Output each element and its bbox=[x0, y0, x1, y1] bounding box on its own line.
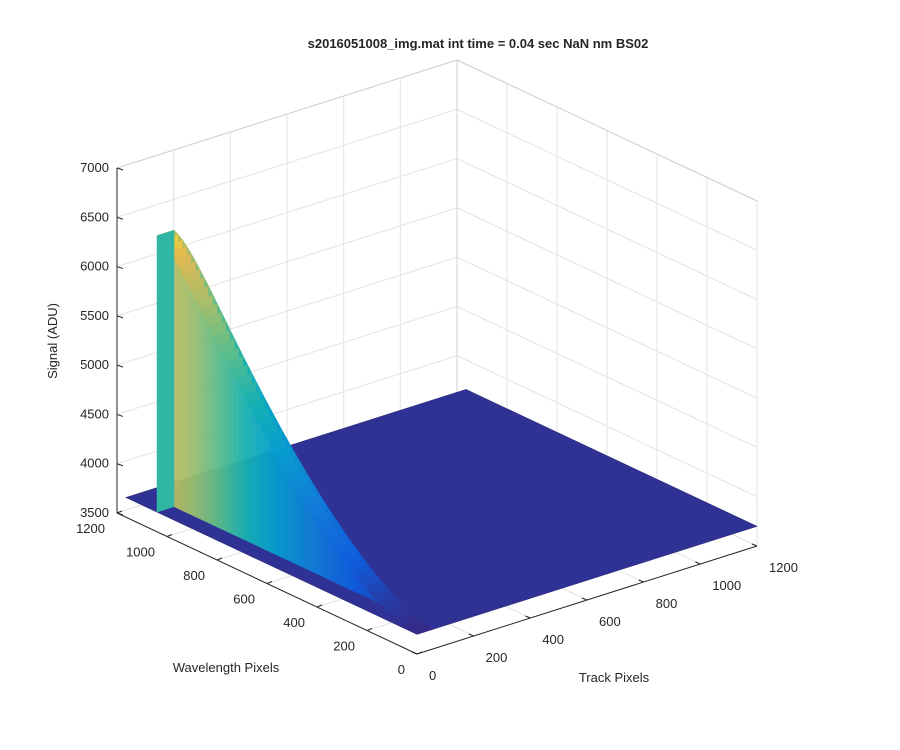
grid-line-rightwall-z-2 bbox=[456, 305, 758, 448]
x-tick-mark-2 bbox=[525, 615, 531, 619]
axes-box bbox=[116, 59, 758, 405]
x-tick-mark-5 bbox=[695, 561, 701, 565]
x-tick-mark-4 bbox=[638, 579, 644, 583]
surface-ridge-side-58 bbox=[178, 233, 183, 512]
surface bbox=[125, 229, 758, 635]
y-tick-mark-5 bbox=[166, 534, 173, 537]
grid-line-rightwall-z-4 bbox=[456, 207, 758, 350]
chart-title: s2016051008_img.mat int time = 0.04 sec … bbox=[308, 36, 649, 51]
grid-line-rightwall-z-6 bbox=[456, 108, 758, 251]
z-tick-mark-6 bbox=[116, 216, 124, 220]
x-tick-label-1: 200 bbox=[486, 650, 508, 665]
z-tick-mark-1 bbox=[116, 463, 124, 467]
z-tick-label-6: 6500 bbox=[80, 209, 109, 224]
surface-ridge-side-0 bbox=[429, 625, 435, 630]
grid-line-rightwall-z-1 bbox=[456, 355, 758, 498]
x-tick-mark-1 bbox=[468, 633, 474, 637]
z-tick-label-0: 3500 bbox=[80, 505, 109, 520]
y-tick-mark-6 bbox=[116, 510, 123, 514]
z-tick-label-3: 5000 bbox=[80, 357, 109, 372]
surface-ridge-endwall bbox=[156, 229, 175, 513]
x-tick-label-0: 0 bbox=[429, 668, 436, 683]
grid-line-leftwall-z-6 bbox=[116, 108, 458, 218]
x-tick-label-2: 400 bbox=[542, 632, 564, 647]
x-tick-mark-3 bbox=[581, 597, 588, 601]
x-tick-label-4: 800 bbox=[656, 596, 678, 611]
x-tick-label-6: 1200 bbox=[769, 560, 798, 575]
y-tick-label-0: 0 bbox=[398, 662, 405, 677]
y-axis-label: Wavelength Pixels bbox=[173, 660, 280, 675]
x-tick-mark-6 bbox=[751, 543, 758, 547]
z-tick-mark-2 bbox=[116, 413, 124, 417]
z-tick-label-2: 4500 bbox=[80, 406, 109, 421]
y-tick-mark-2 bbox=[316, 604, 323, 608]
grid-line-rightwall-z-5 bbox=[456, 158, 758, 301]
y-tick-mark-4 bbox=[216, 557, 223, 561]
z-tick-mark-4 bbox=[116, 315, 124, 319]
z-tick-mark-5 bbox=[116, 266, 124, 270]
y-tick-label-4: 800 bbox=[183, 568, 205, 583]
z-tick-label-5: 6000 bbox=[80, 259, 109, 274]
y-tick-label-6: 1200 bbox=[76, 521, 105, 536]
box-edge-1 bbox=[456, 59, 758, 202]
z-axis-label: Signal (ADU) bbox=[45, 303, 60, 379]
z-tick-label-7: 7000 bbox=[80, 160, 109, 175]
x-axis-label: Track Pixels bbox=[579, 670, 650, 685]
x-tick-mark-0 bbox=[411, 651, 418, 655]
y-tick-label-5: 1000 bbox=[126, 545, 155, 560]
x-tick-label-3: 600 bbox=[599, 614, 621, 629]
surface-ridge-side-59 bbox=[173, 229, 179, 510]
z-tick-label-1: 4000 bbox=[80, 456, 109, 471]
z-tick-mark-7 bbox=[116, 167, 124, 171]
z-tick-mark-3 bbox=[116, 364, 124, 368]
box-edge-0 bbox=[116, 59, 458, 169]
y-tick-label-1: 200 bbox=[333, 639, 355, 654]
y-tick-mark-1 bbox=[366, 628, 373, 631]
y-tick-label-3: 600 bbox=[233, 592, 255, 607]
z-tick-label-4: 5500 bbox=[80, 308, 109, 323]
axis-ticks: 3500400045005000550060006500700002004006… bbox=[76, 160, 798, 683]
grid-line-rightwall-z-3 bbox=[456, 256, 758, 399]
x-tick-label-5: 1000 bbox=[712, 578, 741, 593]
y-tick-mark-3 bbox=[266, 581, 273, 584]
y-tick-label-2: 400 bbox=[283, 615, 305, 630]
